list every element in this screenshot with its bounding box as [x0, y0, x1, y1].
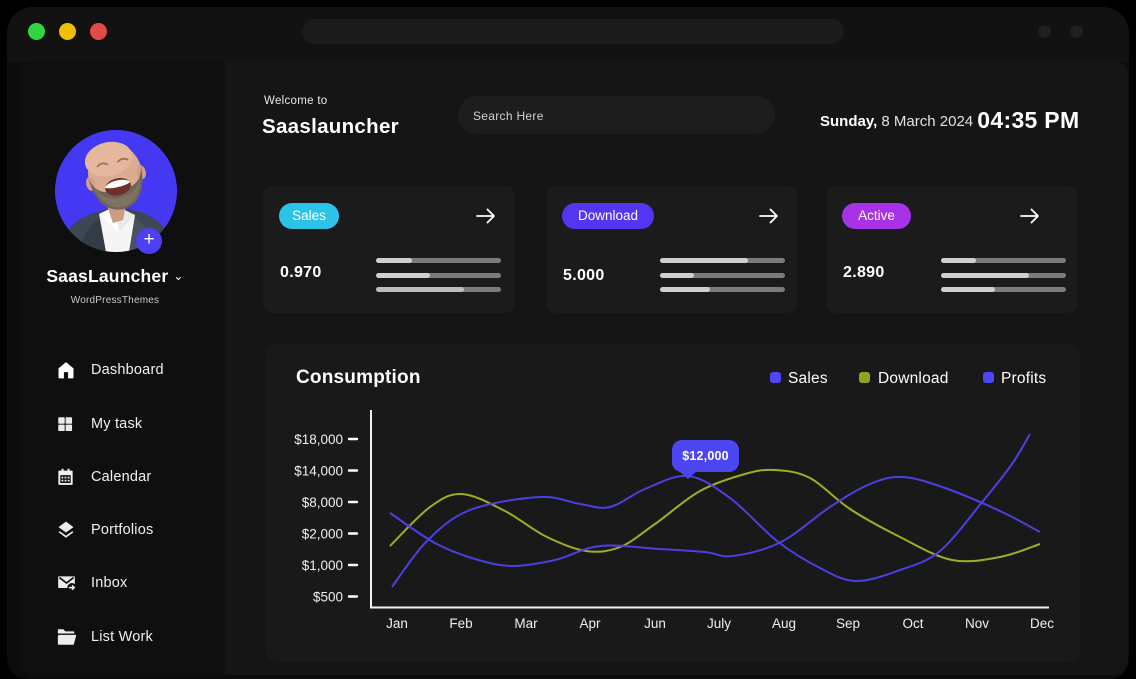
- svg-text:$8,000: $8,000: [302, 495, 343, 510]
- svg-text:$2,000: $2,000: [302, 527, 343, 542]
- svg-text:$14,000: $14,000: [294, 464, 343, 479]
- svg-text:Feb: Feb: [449, 616, 472, 631]
- svg-text:Sep: Sep: [836, 616, 860, 631]
- svg-text:July: July: [707, 616, 731, 631]
- svg-text:$1,000: $1,000: [302, 558, 343, 573]
- svg-text:Oct: Oct: [902, 616, 923, 631]
- svg-text:Dec: Dec: [1030, 616, 1054, 631]
- svg-text:Jan: Jan: [386, 616, 408, 631]
- svg-text:Nov: Nov: [965, 616, 989, 631]
- svg-text:Mar: Mar: [514, 616, 538, 631]
- svg-text:Jun: Jun: [644, 616, 666, 631]
- svg-text:$18,000: $18,000: [294, 432, 343, 447]
- svg-text:$500: $500: [313, 590, 343, 605]
- svg-text:Aug: Aug: [772, 616, 796, 631]
- svg-text:Apr: Apr: [579, 616, 601, 631]
